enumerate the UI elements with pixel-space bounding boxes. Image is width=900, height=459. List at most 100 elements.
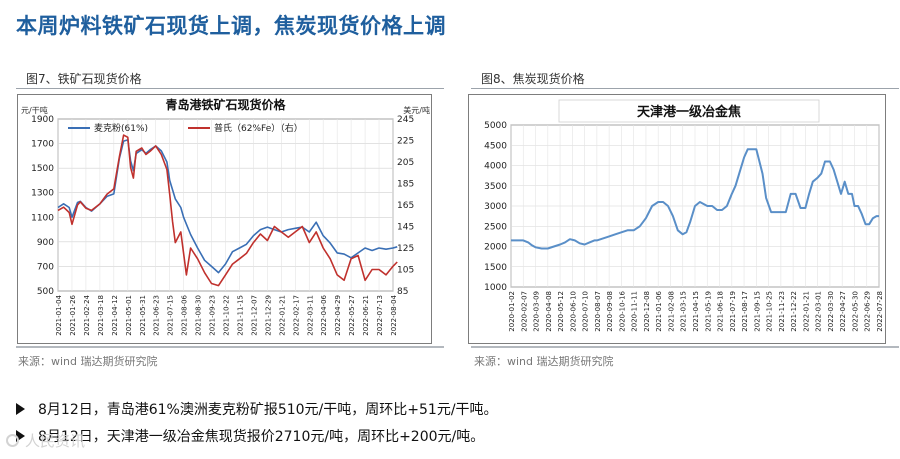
x-tick-label: 2021-09-15 xyxy=(753,291,761,332)
x-tick-label: 2021-07-15 xyxy=(167,295,175,336)
y-tick-label-right: 105 xyxy=(397,266,414,276)
x-tick-label: 2020-03-09 xyxy=(533,291,541,332)
x-tick-label: 2022-04-27 xyxy=(839,291,847,332)
legend-label: 麦克粉(61%) xyxy=(94,122,148,134)
right-axis-unit: 美元/吨 xyxy=(403,105,430,115)
x-tick-label: 2021-03-18 xyxy=(97,295,105,336)
x-tick-label: 2020-06-10 xyxy=(569,291,577,332)
x-tick-label: 2021-02-24 xyxy=(83,294,91,335)
x-tick-label: 2021-06-18 xyxy=(717,291,725,332)
x-tick-label: 2020-08-07 xyxy=(594,291,602,332)
x-tick-label: 2021-01-26 xyxy=(69,294,77,335)
x-tick-label: 2021-08-06 xyxy=(181,294,189,335)
x-tick-label: 2021-04-15 xyxy=(692,291,700,332)
x-tick-label: 2021-06-23 xyxy=(153,295,161,336)
series-line xyxy=(57,139,398,274)
bullet-text: 8月12日，天津港一级冶金焦现货报价2710元/吨，周环比+200元/吨。 xyxy=(38,429,485,445)
series-line xyxy=(511,148,879,250)
x-tick-label: 2021-05-31 xyxy=(139,295,147,336)
x-tick-label: 2022-01-21 xyxy=(278,295,286,336)
x-tick-label: 2022-02-17 xyxy=(292,295,300,336)
x-tick-label: 2020-12-08 xyxy=(643,291,651,332)
y-tick-label-left: 500 xyxy=(37,287,54,297)
x-tick-label: 2021-07-19 xyxy=(729,291,737,332)
watermark-text: 人民资讯 xyxy=(25,432,86,450)
x-tick-label: 2021-01-04 xyxy=(55,294,63,335)
x-tick-label: 2020-07-10 xyxy=(582,291,590,332)
page-title: 本周炉料铁矿石现货上调，焦炭现货价格上调 xyxy=(16,14,446,38)
x-tick-label: 2020-09-08 xyxy=(606,291,614,332)
watermark: 人民资讯 xyxy=(6,430,85,451)
x-tick-label: 2022-08-04 xyxy=(390,294,398,335)
x-tick-label: 2021-05-01 xyxy=(125,295,133,336)
x-tick-label: 2021-08-30 xyxy=(195,295,203,336)
x-tick-label: 2021-03-15 xyxy=(680,291,688,332)
x-tick-label: 2022-03-11 xyxy=(306,295,314,336)
y-tick-label-left: 1100 xyxy=(31,213,54,223)
y-tick-label: 4500 xyxy=(484,141,507,151)
series-line xyxy=(57,134,398,287)
y-tick-label: 4000 xyxy=(484,162,507,172)
y-tick-label: 3500 xyxy=(484,182,507,192)
x-tick-label: 2020-11-11 xyxy=(631,291,639,332)
y-tick-label-left: 700 xyxy=(37,262,54,272)
figure-7-divider xyxy=(16,88,444,89)
coke-price-chart: 天津港一级冶金焦 1000 1500 2000 2500 3000 3500 4000 4500… xyxy=(468,94,886,344)
x-tick-label: 2021-11-23 xyxy=(778,291,786,332)
x-tick-label: 2020-01-02 xyxy=(508,291,516,332)
x-tick-label: 2020-10-16 xyxy=(618,290,626,331)
x-tick-label: 2022-07-13 xyxy=(376,295,384,336)
y-tick-label-right: 165 xyxy=(397,201,414,211)
x-tick-label: 2021-11-15 xyxy=(236,295,244,336)
bullet-item: 8月12日，青岛港61%澳洲麦克粉矿报510元/干吨，周环比+51元/干吨。 xyxy=(16,399,498,419)
figure-8-label: 图8、焦炭现货价格 xyxy=(481,72,585,86)
y-tick-label-right: 145 xyxy=(397,223,414,233)
figure-8-source: 来源：wind 瑞达期货研究院 xyxy=(474,355,614,368)
x-tick-label: 2021-09-23 xyxy=(209,295,217,336)
figure-7-source: 来源：wind 瑞达期货研究院 xyxy=(18,355,158,368)
x-tick-label: 2020-05-12 xyxy=(557,291,565,332)
y-tick-label-left: 1700 xyxy=(31,140,54,150)
y-tick-label: 2500 xyxy=(484,222,507,232)
x-tick-label: 2021-12-07 xyxy=(250,295,258,336)
x-tick-label: 2021-01-06 xyxy=(655,290,663,331)
x-tick-label: 2022-04-06 xyxy=(320,294,328,335)
bullet-text: 8月12日，青岛港61%澳洲麦克粉矿报510元/干吨，周环比+51元/干吨。 xyxy=(38,402,498,418)
watermark-logo-icon xyxy=(6,434,19,447)
figure-8-bottom-rule xyxy=(471,346,899,348)
x-tick-label: 2022-03-30 xyxy=(827,291,835,332)
y-tick-label-right: 185 xyxy=(397,180,414,190)
x-tick-label: 2022-06-29 xyxy=(864,291,872,332)
x-tick-label: 2022-05-27 xyxy=(348,295,356,336)
figure-7-label: 图7、铁矿石现货价格 xyxy=(26,72,142,86)
y-tick-label-left: 1300 xyxy=(31,189,54,199)
x-tick-label: 2020-04-08 xyxy=(545,291,553,332)
x-tick-label: 2021-10-22 xyxy=(223,295,231,336)
x-tick-label: 2021-02-08 xyxy=(667,291,675,332)
x-tick-label: 2020-02-07 xyxy=(520,291,528,332)
x-tick-label: 2021-12-22 xyxy=(790,291,798,332)
y-tick-label: 5000 xyxy=(484,121,507,131)
x-tick-label: 2021-05-19 xyxy=(704,291,712,332)
chart-title-box xyxy=(558,99,820,123)
y-tick-label-right: 225 xyxy=(397,137,414,147)
x-tick-label: 2022-03-01 xyxy=(815,291,823,332)
y-tick-label-right: 205 xyxy=(397,158,414,168)
bullet-arrow-icon xyxy=(16,430,25,442)
legend-label: 普氏（62%Fe）（右） xyxy=(214,122,303,134)
x-tick-label: 2022-04-29 xyxy=(334,295,342,336)
y-tick-label-left: 1500 xyxy=(31,164,54,174)
left-axis-unit: 元/干吨 xyxy=(21,105,48,115)
coke-chart-svg: 天津港一级冶金焦 1000 1500 2000 2500 3000 3500 4000 4500… xyxy=(484,99,884,332)
y-tick-label: 2000 xyxy=(484,243,507,253)
x-tick-label: 2021-04-12 xyxy=(111,295,119,336)
iron-ore-price-chart: 青岛港铁矿石现货价格 元/干吨 美元/吨 500 700 900 1100 1300 1500 1… xyxy=(17,94,432,344)
figure-7-bottom-rule xyxy=(16,346,444,348)
x-tick-label: 2021-08-17 xyxy=(741,291,749,332)
y-tick-label: 3000 xyxy=(484,202,507,212)
x-tick-label: 2022-06-21 xyxy=(362,295,370,336)
x-tick-label: 2022-01-21 xyxy=(802,291,810,332)
y-tick-label-right: 125 xyxy=(397,244,414,254)
x-tick-label: 2021-10-25 xyxy=(766,291,774,332)
x-tick-label: 2021-12-29 xyxy=(264,295,272,336)
